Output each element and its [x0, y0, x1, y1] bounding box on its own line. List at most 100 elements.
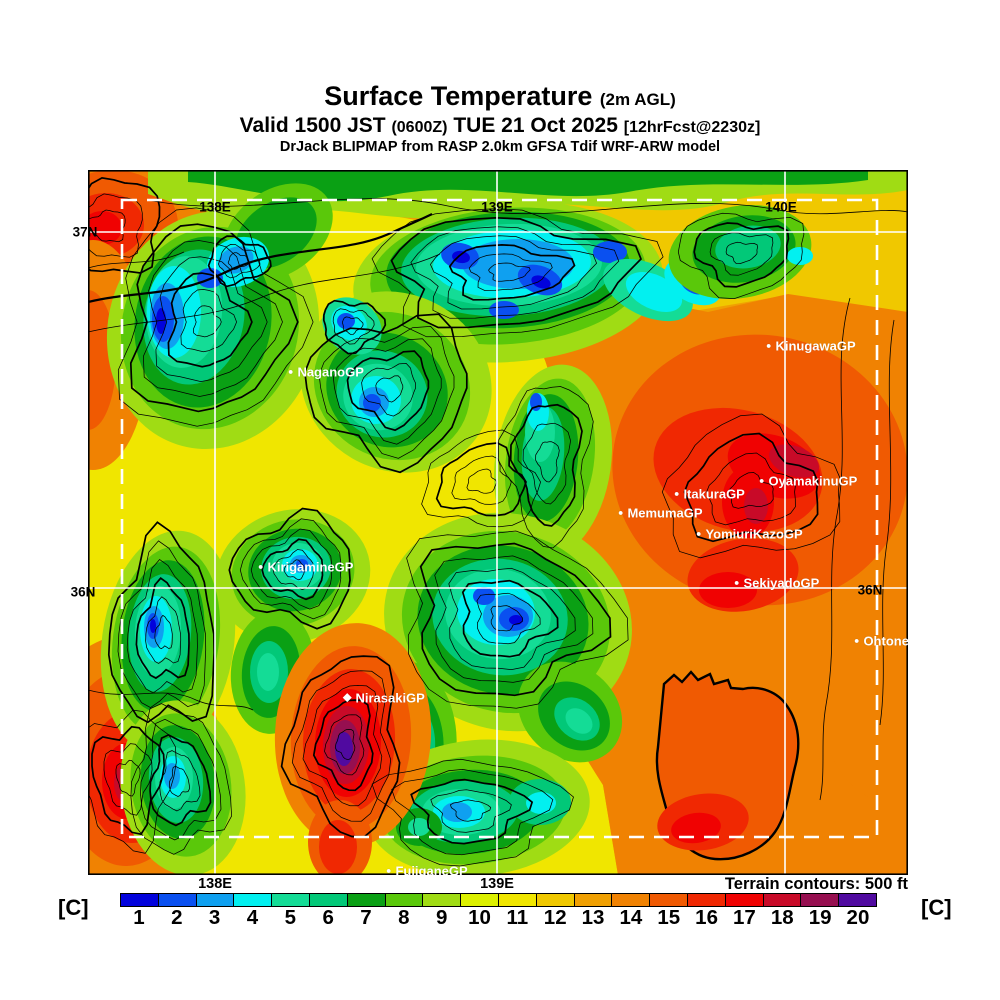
site-dot-marker-icon: ●: [386, 865, 392, 875]
coordinate-label-overlay: 138E 139E 140E 37N 36N 36N: [71, 170, 908, 875]
site-label-overlay: ● NaganoGP ● KirigamineGP ◆ NirasakiGP ● Fujiga…: [88, 170, 908, 876]
colorbar-tick: 12: [543, 906, 567, 929]
map-site-label: ● NaganoGP: [288, 365, 364, 380]
colorbar-cell: [574, 894, 613, 906]
colorbar-tick-labels: 1 2 3 4 5 6 7 8 9 10 11 12 13 14 15 16 17 18 19 20: [120, 906, 877, 930]
title-suffix: (2m AGL): [599, 90, 676, 109]
colorbar-tick: 5: [284, 906, 296, 929]
colorbar-tick: 6: [322, 906, 334, 929]
map-site-label: ●OhtoneGP: [854, 634, 908, 649]
colorbar-cell: [309, 894, 348, 906]
bottom-axis-label: 138E: [198, 876, 232, 892]
grid-coordinate-label: 140E: [765, 199, 797, 215]
site-dot-marker-icon: ●: [766, 340, 772, 351]
colorbar-tick: 16: [695, 906, 718, 929]
colorbar-cell: [536, 894, 575, 906]
site-name: YomiuriKazoGP: [705, 526, 803, 542]
colorbar-cell: [234, 894, 273, 906]
colorbar-unit-right: [C]: [921, 895, 952, 920]
contour-map-canvas: [88, 170, 908, 875]
site-name: NirasakiGP: [355, 690, 425, 706]
title-main: Surface Temperature: [324, 81, 593, 111]
grid-coordinate-label: 139E: [481, 199, 513, 215]
site-name: KirigamineGP: [267, 559, 354, 575]
site-dot-marker-icon: ●: [618, 507, 624, 518]
map-site-label: ● OyamakinuGP: [759, 474, 857, 489]
valid-line: Valid 1500 JST (0600Z) TUE 21 Oct 2025 […: [0, 114, 1000, 139]
colorbar-tick: 9: [435, 906, 448, 929]
page-title: Surface Temperature (2m AGL): [0, 82, 1000, 114]
colorbar-unit-left: [C]: [58, 895, 89, 920]
valid-prefix: Valid 1500 JST: [239, 114, 386, 137]
colorbar-tick: 13: [581, 906, 605, 929]
colorbar-tick: 20: [846, 906, 870, 929]
bottom-axis-label: 139E: [480, 876, 514, 892]
colorbar-tick: 2: [171, 906, 183, 929]
colorbar-tick: 4: [246, 906, 259, 929]
colorbar-cell: [498, 894, 537, 906]
model-line: DrJack BLIPMAP from RASP 2.0km GFSA Tdif…: [279, 139, 721, 155]
colorbar-tick: 8: [398, 906, 410, 929]
colorbar-cell: [347, 894, 386, 906]
colorbar-cell: [461, 894, 499, 906]
map-site-label: ● KirigamineGP: [258, 560, 353, 575]
site-dot-marker-icon: ●: [288, 366, 294, 377]
map-site-label: ● MemumaGP: [618, 506, 703, 521]
site-name: KinugawaGP: [775, 338, 856, 354]
colorbar-cell: [650, 894, 688, 906]
colorbar-tick: 11: [506, 906, 529, 929]
colorbar-cell: [687, 894, 726, 906]
colorbar-tick: 7: [360, 906, 372, 929]
site-dot-marker-icon: ●: [674, 488, 680, 499]
colorbar-tick: 14: [619, 906, 643, 929]
colorbar-tick: 18: [770, 906, 794, 929]
grid-coordinate-label: 37N: [72, 224, 98, 240]
temperature-colorbar: [120, 893, 877, 907]
site-dot-marker-icon: ●: [759, 475, 765, 486]
site-name: NaganoGP: [297, 364, 364, 380]
colorbar-tick: 15: [657, 906, 681, 929]
colorbar-cell: [612, 894, 651, 906]
colorbar-cell: [839, 894, 876, 906]
site-name: FujiganeGP: [395, 863, 468, 876]
map-site-label: ● YomiuriKazoGP: [696, 527, 803, 542]
site-dot-marker-icon: ●: [854, 635, 860, 646]
map-site-label: ● KinugawaGP: [766, 339, 856, 354]
colorbar-tick: 10: [468, 906, 491, 929]
colorbar-cell: [385, 894, 424, 906]
colorbar-cell: [272, 894, 310, 906]
valid-date: TUE 21 Oct 2025: [453, 114, 618, 137]
site-name: OyamakinuGP: [768, 473, 858, 489]
colorbar-tick: 1: [133, 906, 145, 929]
site-name: OhtoneGP: [863, 633, 908, 649]
site-name: MemumaGP: [627, 505, 703, 521]
colorbar-cell: [121, 894, 159, 906]
map-site-label: ● SekiyadoGP: [734, 576, 819, 591]
grid-coordinate-label: 36N: [857, 582, 883, 598]
valid-fcst: [12hrFcst@2230z]: [623, 119, 761, 136]
colorbar-cell: [763, 894, 802, 906]
header: Surface Temperature (2m AGL) Valid 1500 …: [0, 82, 1000, 156]
site-diamond-marker-icon: ◆: [343, 691, 352, 704]
temperature-map: ● NaganoGP ● KirigamineGP ◆ NirasakiGP ● Fujiga…: [71, 170, 908, 876]
colorbar-cell: [725, 894, 764, 906]
site-dot-marker-icon: ●: [696, 528, 702, 539]
colorbar-cell: [158, 894, 197, 906]
terrain-contours-note: Terrain contours: 500 ft: [724, 875, 908, 893]
site-name: ItakuraGP: [683, 486, 745, 502]
map-site-label: ● ItakuraGP: [674, 487, 745, 502]
map-site-label: ◆ NirasakiGP: [343, 691, 425, 706]
site-dot-marker-icon: ●: [258, 561, 264, 572]
site-name: SekiyadoGP: [743, 575, 820, 591]
colorbar-tick: 3: [208, 906, 221, 929]
map-site-label: ● FujiganeGP: [386, 864, 468, 876]
site-dot-marker-icon: ●: [734, 577, 740, 588]
colorbar-tick: 19: [808, 906, 832, 929]
colorbar-cell: [423, 894, 462, 906]
colorbar-cell: [801, 894, 840, 906]
grid-coordinate-label: 36N: [70, 584, 96, 600]
grid-coordinate-label: 138E: [199, 199, 231, 215]
valid-zulu: (0600Z): [391, 119, 448, 136]
colorbar-cell: [196, 894, 235, 906]
